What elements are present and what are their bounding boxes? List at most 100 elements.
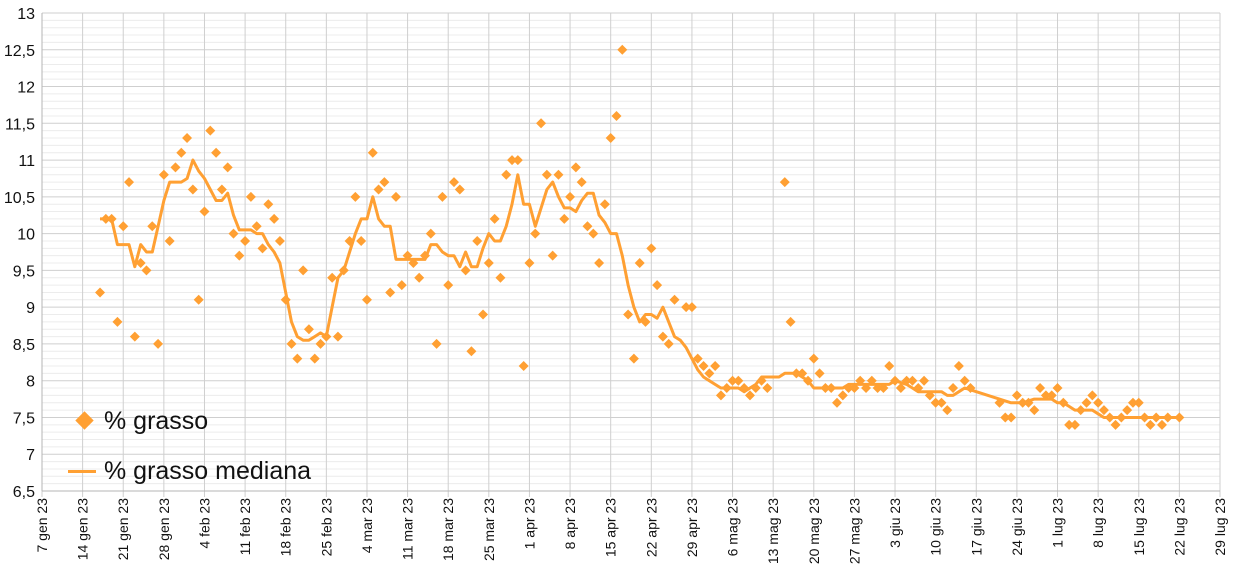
x-tick-label: 18 mar 23 [440, 498, 456, 561]
x-tick-label: 29 apr 23 [684, 498, 700, 557]
data-point [315, 338, 326, 349]
y-tick-label: 7 [26, 447, 35, 464]
x-tick-label: 18 feb 23 [278, 498, 294, 557]
data-point [454, 184, 465, 195]
data-point [785, 316, 796, 327]
data-point [234, 250, 245, 261]
data-point [791, 368, 802, 379]
data-point [112, 316, 123, 327]
data-point [907, 375, 918, 386]
data-point [1023, 397, 1034, 408]
x-tick-label: 20 mag 23 [806, 498, 822, 564]
data-point [443, 280, 454, 291]
x-tick-label: 13 mag 23 [765, 498, 781, 564]
data-point [1139, 412, 1150, 423]
data-point [669, 294, 680, 305]
data-point [356, 235, 367, 246]
data-point [466, 346, 477, 357]
data-point [797, 368, 808, 379]
data-point [565, 191, 576, 202]
data-point [269, 213, 280, 224]
data-point [541, 169, 552, 180]
data-point [861, 383, 872, 394]
x-axis-ticks: 7 gen 23 14 gen 23 21 gen 23 28 gen 23 4 feb… [34, 498, 1228, 564]
data-point [721, 383, 732, 394]
data-point [930, 397, 941, 408]
x-tick-label: 29 lug 23 [1212, 498, 1228, 556]
data-point [710, 360, 721, 371]
y-axis-ticks: 6,5 7 7,5 8 8,5 9 9,5 10 10,5 11 11,5 12 12,5 13 [4, 6, 35, 501]
data-point [379, 177, 390, 188]
data-point [698, 360, 709, 371]
median-line-series [100, 158, 1180, 419]
grid [41, 12, 1221, 497]
data-point [1000, 412, 1011, 423]
data-point [559, 213, 570, 224]
data-point [1122, 405, 1133, 416]
x-tick-label: 15 apr 23 [603, 498, 619, 557]
data-point [779, 177, 790, 188]
data-point [385, 287, 396, 298]
data-point [936, 397, 947, 408]
data-point [1058, 397, 1069, 408]
data-point [948, 383, 959, 394]
data-point [182, 133, 193, 144]
y-tick-label: 12 [17, 80, 35, 97]
data-point [449, 177, 460, 188]
data-point [750, 383, 761, 394]
x-tick-label: 8 lug 23 [1090, 498, 1106, 548]
data-point [478, 309, 489, 320]
data-point [431, 338, 442, 349]
data-point [756, 375, 767, 386]
data-point [1081, 397, 1092, 408]
data-point [211, 147, 222, 158]
x-tick-label: 6 mag 23 [725, 498, 741, 557]
data-point [570, 162, 581, 173]
legend-item-grasso-mediana: % grasso mediana [66, 446, 311, 496]
data-point [530, 228, 541, 239]
data-point [419, 250, 430, 261]
data-point [1104, 412, 1115, 423]
data-point [483, 258, 494, 269]
data-point [216, 184, 227, 195]
data-point [686, 302, 697, 313]
data-point [640, 316, 651, 327]
y-tick-label: 10,5 [4, 190, 35, 207]
data-point [901, 375, 912, 386]
x-tick-label: 11 mar 23 [400, 498, 416, 560]
data-point [95, 287, 106, 298]
data-point [1035, 383, 1046, 394]
data-point [245, 191, 256, 202]
data-point [628, 353, 639, 364]
y-tick-label: 8,5 [13, 337, 35, 354]
data-point [547, 250, 558, 261]
data-point [321, 331, 332, 342]
data-point [1133, 397, 1144, 408]
data-point [414, 272, 425, 283]
data-point [1011, 390, 1022, 401]
data-point [1093, 397, 1104, 408]
data-point [872, 383, 883, 394]
data-point [187, 184, 198, 195]
data-point [106, 213, 117, 224]
x-tick-label: 24 giu 23 [1009, 498, 1025, 556]
data-point [361, 294, 372, 305]
data-point [303, 324, 314, 335]
data-point [118, 221, 129, 232]
y-tick-label: 12,5 [4, 43, 35, 60]
y-tick-label: 11,5 [5, 116, 35, 133]
data-point [141, 265, 152, 276]
data-point [124, 177, 135, 188]
data-point [849, 383, 860, 394]
data-point [100, 213, 111, 224]
data-point [1064, 419, 1075, 430]
data-point [1162, 412, 1173, 423]
data-point [884, 360, 895, 371]
data-point [1069, 419, 1080, 430]
x-tick-label: 3 giu 23 [887, 498, 903, 548]
y-tick-label: 9,5 [13, 263, 35, 280]
data-point [129, 331, 140, 342]
data-point [681, 302, 692, 313]
data-point [425, 228, 436, 239]
